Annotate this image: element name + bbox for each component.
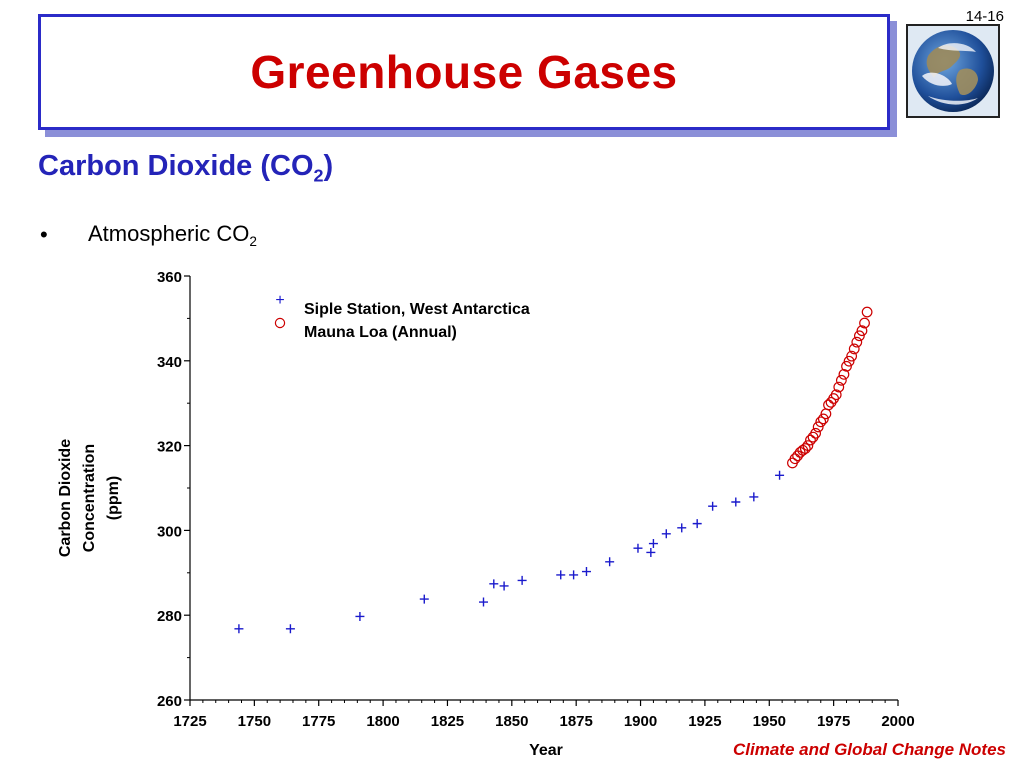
legend-marker-circle bbox=[274, 317, 286, 329]
mauna-loa-point bbox=[817, 413, 829, 425]
siple-point bbox=[285, 624, 295, 634]
siple-point bbox=[731, 497, 741, 507]
x-tick-label: 2000 bbox=[881, 713, 914, 730]
mauna-loa-point bbox=[812, 421, 824, 433]
subtitle-subscript: 2 bbox=[313, 165, 324, 186]
x-tick-label: 1775 bbox=[302, 713, 335, 730]
siple-point bbox=[355, 611, 365, 621]
siple-point bbox=[234, 624, 244, 634]
slide-title: Greenhouse Gases bbox=[250, 46, 678, 98]
siple-point bbox=[478, 597, 488, 607]
mauna-loa-point bbox=[833, 381, 845, 393]
x-axis-label: Year bbox=[529, 742, 563, 759]
mauna-loa-point bbox=[799, 443, 811, 454]
siple-point bbox=[489, 579, 499, 589]
mauna-loa-point bbox=[810, 427, 822, 439]
siple-point bbox=[581, 567, 591, 577]
y-tick-label: 340 bbox=[157, 354, 182, 371]
mauna-loa-point bbox=[802, 440, 814, 452]
siple-point bbox=[633, 543, 643, 553]
mauna-loa-point bbox=[838, 368, 850, 380]
siple-point bbox=[646, 547, 656, 557]
siple-point bbox=[661, 529, 671, 539]
siple-point bbox=[605, 557, 615, 567]
siple-point bbox=[556, 570, 566, 580]
x-tick-label: 1825 bbox=[431, 713, 464, 730]
section-subtitle: Carbon Dioxide (CO2) bbox=[38, 150, 333, 186]
mauna-loa-point bbox=[835, 374, 847, 386]
y-axis-label-line: Carbon Dioxide bbox=[57, 439, 74, 557]
y-axis-label-line: (ppm) bbox=[105, 476, 122, 520]
mauna-loa-point bbox=[848, 343, 860, 355]
mauna-loa-point bbox=[851, 336, 863, 348]
siple-point bbox=[517, 575, 527, 585]
x-tick-label: 1725 bbox=[173, 713, 206, 730]
mauna-loa-point bbox=[843, 355, 855, 367]
bullet-text-main: Atmospheric CO bbox=[88, 221, 250, 246]
subtitle-main: Carbon Dioxide (CO bbox=[38, 150, 314, 182]
mauna-loa-point bbox=[859, 317, 870, 329]
x-tick-label: 1925 bbox=[688, 713, 721, 730]
bullet-symbol: • bbox=[40, 222, 48, 247]
mauna-loa-point bbox=[856, 325, 868, 337]
siple-point bbox=[775, 470, 785, 480]
mauna-loa-point bbox=[830, 389, 842, 401]
siple-point bbox=[499, 581, 509, 591]
siple-point bbox=[749, 492, 759, 502]
earth-globe-icon bbox=[906, 24, 1000, 118]
mauna-loa-point bbox=[861, 306, 873, 318]
siple-point bbox=[648, 539, 658, 549]
y-tick-label: 280 bbox=[157, 608, 182, 625]
x-tick-label: 1900 bbox=[624, 713, 657, 730]
y-axis-label-line: Concentration bbox=[81, 444, 98, 552]
mauna-loa-point bbox=[815, 416, 827, 428]
slide-number: 14-16 bbox=[965, 8, 1004, 25]
x-tick-label: 1975 bbox=[817, 713, 850, 730]
y-tick-label: 360 bbox=[157, 269, 182, 286]
mauna-loa-point bbox=[846, 350, 858, 362]
siple-point bbox=[692, 519, 702, 529]
x-tick-label: 1850 bbox=[495, 713, 528, 730]
mauna-loa-point bbox=[853, 330, 865, 342]
x-tick-label: 1750 bbox=[238, 713, 271, 730]
bullet-text-subscript: 2 bbox=[249, 233, 257, 249]
legend-label-siple: Siple Station, West Antarctica bbox=[304, 301, 530, 318]
title-box: Greenhouse Gases bbox=[38, 14, 890, 130]
subtitle-tail: ) bbox=[323, 150, 334, 182]
bullet-text: Atmospheric CO2 bbox=[88, 221, 257, 249]
y-tick-label: 320 bbox=[157, 439, 182, 456]
legend-label-mauna: Mauna Loa (Annual) bbox=[304, 324, 457, 341]
mauna-loa-point bbox=[841, 360, 852, 372]
x-tick-label: 1800 bbox=[366, 713, 399, 730]
siple-point bbox=[569, 570, 579, 580]
siple-point bbox=[708, 501, 718, 511]
siple-point bbox=[677, 523, 687, 533]
x-tick-label: 1875 bbox=[559, 713, 592, 730]
footer-note: Climate and Global Change Notes bbox=[733, 740, 1006, 759]
mauna-loa-point bbox=[805, 434, 816, 446]
y-tick-label: 300 bbox=[157, 523, 182, 540]
siple-point bbox=[419, 594, 429, 604]
legend-marker-plus: + bbox=[275, 292, 284, 309]
y-tick-label: 260 bbox=[157, 693, 182, 710]
mauna-loa-point bbox=[823, 399, 834, 411]
x-tick-label: 1950 bbox=[753, 713, 786, 730]
